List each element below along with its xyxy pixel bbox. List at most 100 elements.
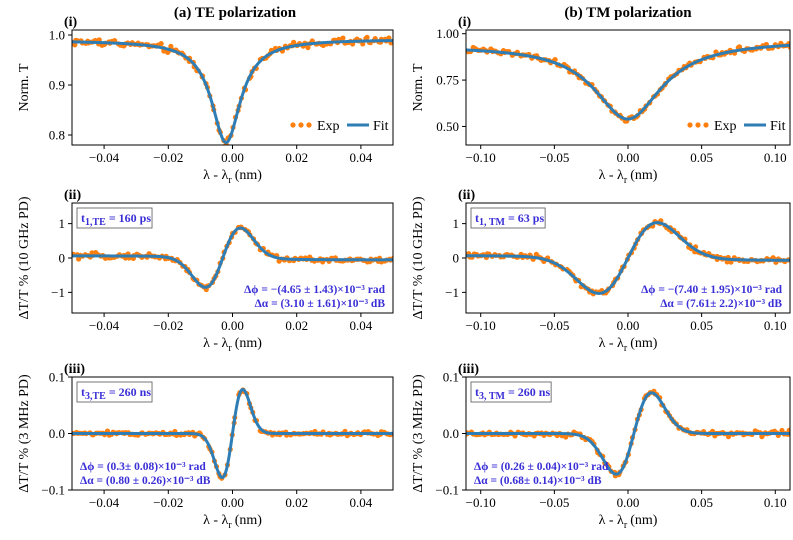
time-symbol: t	[81, 385, 85, 399]
time-symbol: t	[475, 211, 479, 225]
x-label-sub: r	[228, 343, 232, 354]
legend-exp-marker	[695, 122, 701, 128]
legend-fit-label: Fit	[770, 119, 786, 134]
y-axis-label: Norm. T	[411, 63, 426, 111]
exp-point	[305, 44, 311, 51]
fit-line	[466, 221, 790, 295]
x-label-sub: r	[228, 175, 232, 186]
y-tick-label: −1	[51, 285, 65, 300]
x-axis-label: λ - λr (nm)	[599, 336, 658, 354]
time-constant-text: t1,TE = 160 ps	[81, 211, 151, 228]
panel-tag: (ii)	[64, 188, 81, 203]
exp-point	[725, 434, 732, 440]
legend-fit-label: Fit	[373, 119, 389, 134]
x-tick-label: 0.10	[764, 150, 787, 165]
time-box-frame	[76, 207, 153, 229]
time-constant-box: t3, TM = 260 ns	[470, 381, 552, 403]
chart-te-iii: −0.04 −0.02 0.00 0.02 0.04 −0.1 0.0 0.1 λ - λr (n…	[17, 362, 394, 531]
time-box-frame	[470, 381, 552, 403]
time-value: = 160 ps	[109, 211, 152, 225]
legend: Exp Fit	[290, 119, 389, 134]
legend-exp-marker	[290, 122, 296, 128]
x-label-unit: (nm)	[630, 168, 658, 183]
exp-point	[158, 40, 164, 47]
annotation-line: Δϕ = (0.26 ± 0.04)×10⁻³ rad	[474, 461, 609, 473]
time-value: = 63 ps	[508, 211, 545, 225]
time-value: = 260 ns	[508, 385, 551, 399]
y-tick-label: 1	[59, 216, 66, 231]
x-label-main: λ - λ	[203, 513, 228, 528]
x-axis-label: λ - λr (nm)	[203, 513, 262, 531]
exp-point	[291, 39, 297, 46]
time-subscript: 1,TE	[85, 217, 106, 228]
time-box-frame	[76, 381, 153, 403]
fit-line	[466, 391, 790, 476]
legend-exp-marker	[703, 122, 709, 128]
chart-tm-ii: −0.10 −0.05 0.00 0.05 0.10 −1 0 1 λ - λr (nm) ΔT/T…	[411, 188, 791, 354]
exp-point	[552, 56, 558, 63]
legend-exp-marker	[298, 122, 304, 128]
panel-tag: (ii)	[458, 188, 475, 203]
x-tick-label: −0.04	[89, 150, 120, 165]
x-tick-label: 0.04	[350, 495, 373, 510]
y-tick-label: −0.1	[41, 483, 65, 498]
time-constant-text: t1, TM = 63 ps	[475, 211, 544, 228]
x-tick-label: 0.00	[221, 495, 244, 510]
time-constant-text: t3, TM = 260 ns	[475, 385, 550, 402]
x-label-sub: r	[228, 520, 232, 531]
time-subscript: 3,TE	[85, 391, 106, 402]
chart-te-ii: −0.04 −0.02 0.00 0.02 0.04 −1 0 1 λ - λr (nm) ΔT/T…	[17, 188, 394, 354]
x-label-main: λ - λ	[203, 336, 228, 351]
legend-exp-label: Exp	[714, 119, 737, 134]
x-tick-label: −0.02	[153, 495, 183, 510]
y-tick-label: 0	[453, 251, 460, 266]
y-tick-label: 1.00	[436, 26, 459, 41]
time-value: = 260 ns	[109, 385, 152, 399]
y-axis-label: ΔT/T % (10 GHz PD)	[411, 196, 426, 319]
exp-point	[786, 427, 790, 433]
title-te: (a) TE polarization	[174, 5, 297, 21]
x-tick-label: 0.05	[690, 495, 713, 510]
x-axis-label: λ - λr (nm)	[599, 513, 658, 531]
time-symbol: t	[475, 385, 479, 399]
legend-exp-marker	[687, 122, 693, 128]
panel-tag: (i)	[64, 15, 78, 30]
x-tick-label: 0.00	[617, 495, 640, 510]
chart-te-i: −0.04 −0.02 0.00 0.02 0.04 0.8 0.9 1.0 λ - λr (nm…	[17, 15, 394, 186]
x-tick-label: −0.02	[153, 318, 183, 333]
y-tick-label: −1	[445, 285, 459, 300]
exp-point	[364, 34, 370, 40]
x-tick-label: 0.02	[285, 150, 308, 165]
annotation-line: Δϕ = −(7.40 ± 1.95)×10⁻³ rad	[641, 284, 783, 296]
x-label-main: λ - λ	[599, 513, 624, 528]
x-tick-label: −0.05	[539, 495, 569, 510]
x-label-unit: (nm)	[235, 513, 263, 528]
y-tick-label: 0.1	[443, 370, 459, 385]
x-axis-label: λ - λr (nm)	[599, 168, 658, 186]
panel-tag: (iii)	[64, 362, 85, 377]
x-tick-label: 0.04	[350, 150, 373, 165]
x-tick-label: 0.00	[617, 150, 640, 165]
annotation-line: Δα = (0.80 ± 0.26)×10⁻³ dB	[80, 475, 211, 487]
y-tick-label: 1	[453, 216, 460, 231]
exp-point	[736, 44, 743, 50]
x-tick-label: 0.00	[221, 150, 244, 165]
y-tick-label: −0.1	[435, 483, 459, 498]
time-box-frame	[470, 207, 546, 229]
y-tick-label: 0	[59, 251, 66, 266]
annotation-line: Δα = (7.61± 2.2)×10⁻³ dB	[660, 298, 782, 310]
fit-line	[72, 226, 393, 289]
exp-point	[168, 43, 174, 49]
x-label-sub: r	[624, 343, 628, 354]
x-label-main: λ - λ	[599, 336, 624, 351]
x-tick-label: 0.05	[690, 150, 713, 165]
x-tick-label: 0.02	[285, 318, 308, 333]
chart-tm-iii: −0.10 −0.05 0.00 0.05 0.10 −0.1 0.0 0.1 λ - λr (n…	[411, 362, 791, 531]
fit-line	[466, 43, 790, 121]
legend: Exp Fit	[687, 119, 786, 134]
time-constant-box: t1, TM = 63 ps	[470, 207, 546, 229]
y-axis-label: ΔT/T % (3 MHz PD)	[17, 374, 32, 493]
x-tick-label: 0.02	[285, 495, 308, 510]
chart-tm-i: −0.10 −0.05 0.00 0.05 0.10 0.50 0.75 1.00 λ - λr…	[411, 15, 791, 186]
x-tick-label: −0.02	[153, 150, 183, 165]
